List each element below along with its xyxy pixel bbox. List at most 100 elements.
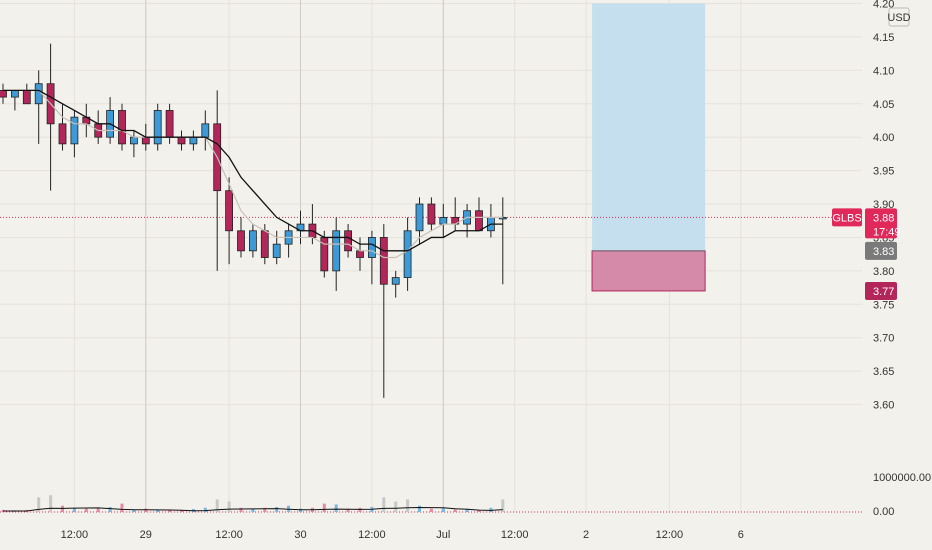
candle-body [225,190,234,232]
volume-tick-label: 0.00 [873,506,894,518]
volume-bar [144,508,148,512]
currency-box [888,7,910,27]
currency-text: USD [887,12,910,24]
candle-body [201,123,210,138]
x-tick-label: 12:00 [215,529,243,541]
last-price-text: 3.88 [873,212,894,224]
level-badge-bg [865,241,897,260]
symbol-badge-bg [832,208,862,227]
candle-body [427,203,436,225]
volume-bar [120,503,124,512]
x-tick-label: 12:00 [656,529,684,541]
y-tick-label: 3.75 [873,299,894,311]
volume-bar [453,509,457,512]
volume-tick-label: 1000000.00 [873,472,931,484]
volume-bar [441,507,445,512]
candle-body [344,230,353,252]
y-tick-label: 4.10 [873,65,894,77]
candle [237,217,245,258]
candle [58,103,67,151]
candle [379,224,388,398]
candle [272,230,281,265]
volume-bar [227,501,231,512]
volume-bar [394,501,398,512]
candle-body [379,237,388,285]
volume-bar [203,507,207,512]
volume-pane [0,495,862,513]
candle-body [475,210,483,232]
volume-bar [132,509,136,512]
target-zone [592,3,706,251]
y-tick-label: 3.60 [873,400,894,412]
volume-bar [239,507,243,512]
volume-moving-average [2,507,503,512]
moving-averages [3,89,503,259]
x-tick-label: 6 [738,529,744,541]
y-tick-label: 4.20 [873,0,894,11]
volume-bar [346,508,350,512]
candle-body [58,123,67,145]
symbol-badge-text: GLBS [832,212,861,224]
y-tick-label: 3.90 [873,199,894,211]
volume-bar [406,499,410,512]
last-price-badge-bg [865,208,897,239]
volume-bar [382,497,386,512]
candle [403,217,412,291]
candle [344,224,353,258]
candle [248,224,257,258]
candle-body [248,230,257,252]
candle-body [356,250,364,258]
candle [70,110,79,158]
volume-bar [477,509,481,512]
stop-zone [591,250,706,292]
x-tick-label: 12:00 [501,529,529,541]
candle-body [177,136,186,145]
candle [391,270,400,298]
volume-bar [275,506,279,512]
candle [332,217,341,291]
level-badge: 3.77 [865,281,897,300]
candle [415,197,424,245]
candle-body [141,136,150,145]
x-tick-label: 12:00 [358,529,386,541]
volume-bar [322,503,326,512]
candle-body [260,230,269,258]
axes: 4.204.154.104.054.003.953.903.853.803.75… [61,0,931,541]
level-badge: 3.83 [865,241,897,260]
candle [367,230,376,285]
price-badges: GLBS 3.88 17:49 3.83 3.77 [832,208,901,300]
level-badge-text: 3.77 [873,286,894,298]
x-tick-label: 2 [583,529,589,541]
candle-body [10,90,19,98]
currency-label: USD [887,7,911,27]
volume-bar [501,499,505,512]
volume-bar [180,509,183,512]
volume-bar [96,507,100,512]
candle-body [367,237,376,258]
level-badge-bg [865,281,897,300]
volume-bar [108,506,112,512]
volume-bar [215,499,219,512]
volume-bar [299,508,302,512]
y-tick-label: 3.70 [873,333,894,345]
candle-body [129,136,138,145]
candle-body [165,110,174,138]
y-tick-label: 3.80 [873,266,894,278]
y-tick-label: 4.00 [873,132,894,144]
level-badge-text: 3.83 [873,246,894,258]
x-tick-label: 29 [140,529,152,541]
volume-bar [49,495,53,512]
symbol-badge: GLBS [832,208,862,227]
x-tick-label: 30 [294,529,306,541]
candle [153,103,162,151]
candle [225,177,234,265]
volume-bar [37,497,41,512]
x-tick-label: 12:00 [61,529,89,541]
volume-bar [72,507,76,512]
volume-bar [465,508,469,512]
y-tick-label: 3.95 [873,166,894,178]
candle-body [391,277,400,285]
volume-bar [168,509,172,512]
